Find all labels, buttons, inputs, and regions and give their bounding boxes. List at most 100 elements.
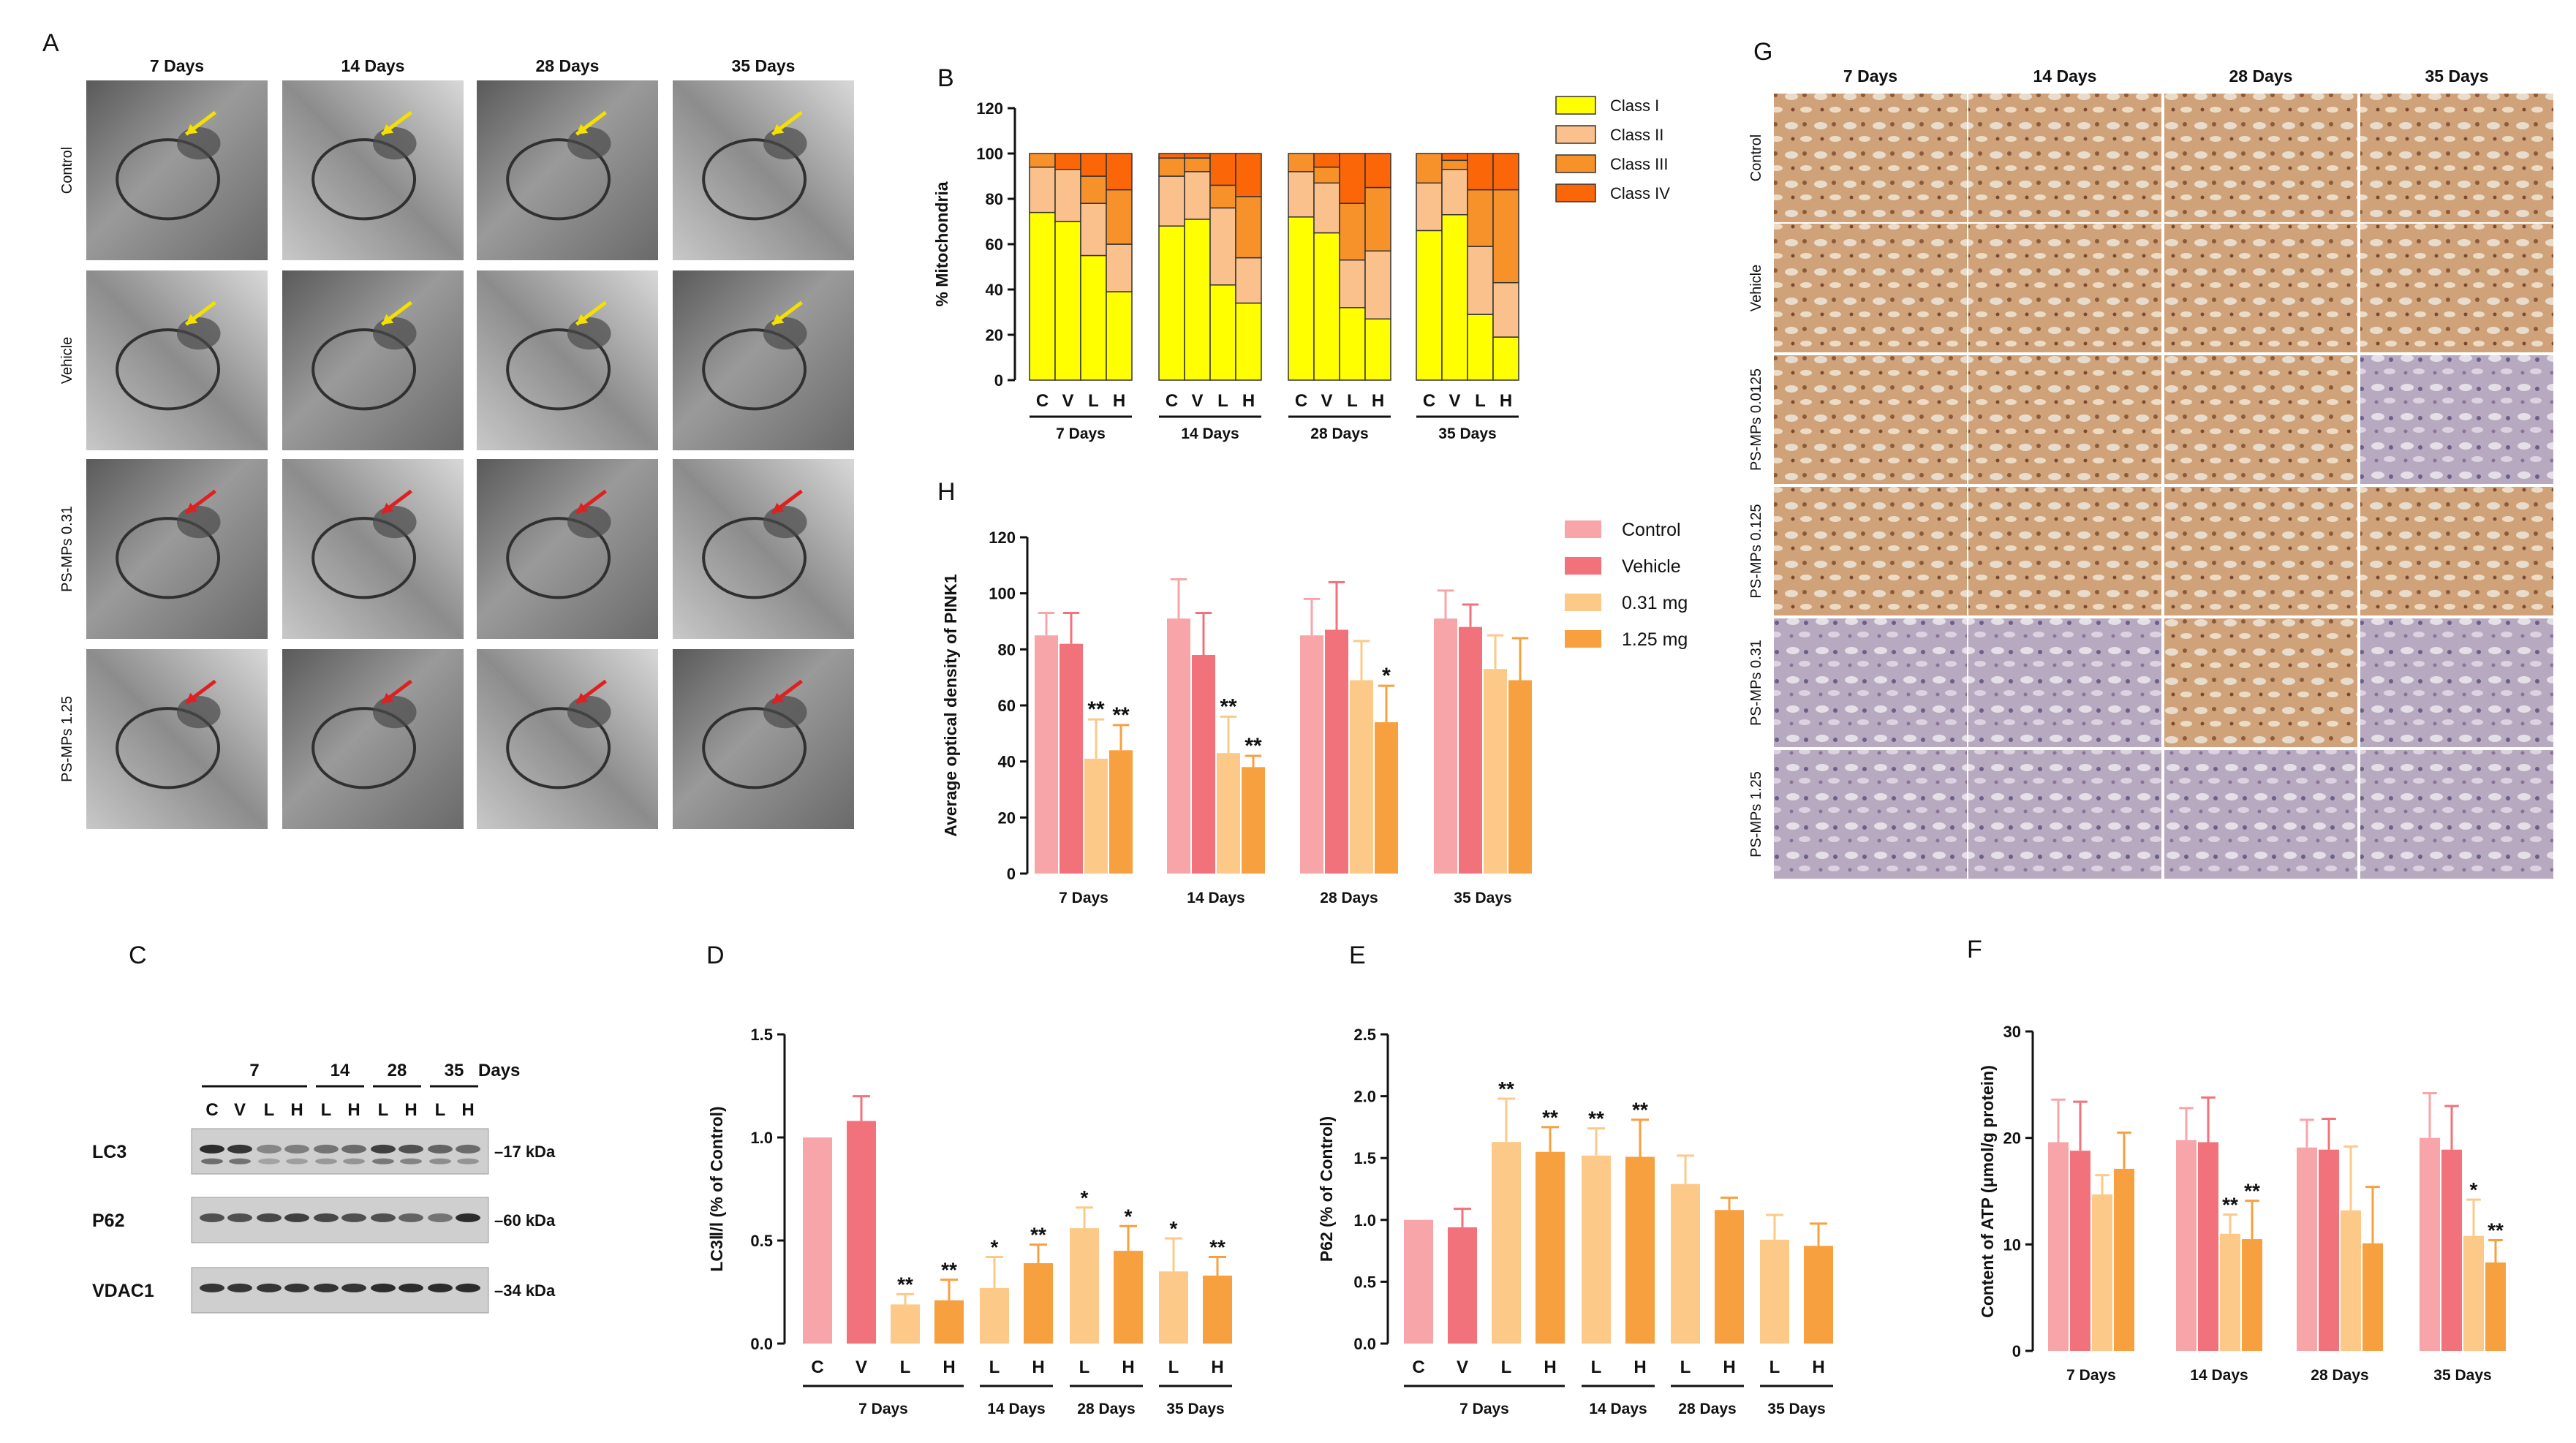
ihc-row-header: PS-MPs 0.125 bbox=[1748, 504, 1764, 599]
blot-band bbox=[429, 1158, 451, 1164]
blot-kda-marker: –17 kDa bbox=[494, 1143, 556, 1161]
blot-lane-label: H bbox=[290, 1100, 303, 1120]
tem-image bbox=[86, 459, 268, 639]
x-tick-label: 7 Days bbox=[1059, 890, 1108, 906]
blot-lane-label: C bbox=[205, 1100, 218, 1120]
tem-cell-outline bbox=[116, 517, 221, 599]
tem-organelle bbox=[763, 695, 807, 729]
blot-band bbox=[314, 1283, 339, 1292]
stacked-bar-segment bbox=[1364, 250, 1391, 320]
tem-cell-outline bbox=[702, 138, 807, 221]
stacked-bar-segment bbox=[1029, 153, 1056, 168]
blot-band bbox=[284, 1144, 309, 1154]
y-tick-label: 120 bbox=[989, 529, 1016, 547]
stacked-bar-segment bbox=[1235, 196, 1262, 259]
legend-label: 1.25 mg bbox=[1622, 629, 1688, 650]
bar bbox=[1375, 722, 1398, 874]
stacked-bar-segment bbox=[1184, 219, 1211, 381]
bar bbox=[1671, 1183, 1700, 1344]
tem-image-bg bbox=[86, 649, 268, 829]
blot-band bbox=[371, 1213, 396, 1222]
ihc-image bbox=[2360, 750, 2553, 879]
blot-band bbox=[258, 1158, 280, 1164]
tem-cell-outline bbox=[311, 707, 417, 789]
legend-label: Class IV bbox=[1610, 184, 1670, 202]
bar bbox=[2176, 1140, 2197, 1351]
stacked-bar-segment bbox=[1339, 153, 1366, 204]
significance-star: ** bbox=[1220, 694, 1237, 719]
tem-organelle bbox=[567, 317, 611, 350]
y-tick-label: 40 bbox=[998, 753, 1016, 771]
legend-swatch bbox=[1555, 96, 1596, 115]
ihc-image bbox=[1968, 94, 2161, 222]
tem-image bbox=[673, 80, 854, 260]
tem-organelle bbox=[373, 126, 417, 160]
significance-star: * bbox=[2470, 1178, 2478, 1201]
tem-image bbox=[282, 649, 464, 829]
tem-image bbox=[477, 649, 658, 829]
group-label: 35 Days bbox=[1438, 425, 1496, 442]
blot-kda-marker: –34 kDa bbox=[494, 1281, 556, 1300]
bar bbox=[1192, 655, 1215, 874]
x-tick-label: V bbox=[1448, 391, 1460, 411]
tem-image-grid: 7 Days 14 Days 28 Days 35 Days Control Vehicl… bbox=[59, 56, 854, 829]
bar bbox=[2362, 1243, 2383, 1351]
y-tick-label: 2.0 bbox=[1353, 1088, 1376, 1106]
x-tick-label: C bbox=[1036, 391, 1049, 411]
tem-image-bg bbox=[282, 459, 464, 639]
tem-row-header: Control bbox=[59, 147, 75, 194]
y-tick-label: 20 bbox=[2003, 1129, 2021, 1148]
tem-cell-outline bbox=[311, 138, 417, 221]
group-label: 28 Days bbox=[1310, 425, 1368, 442]
arrow-head-icon bbox=[576, 692, 589, 703]
blot-lane-label: L bbox=[378, 1100, 389, 1120]
stacked-bar-segment bbox=[1339, 202, 1366, 261]
bar bbox=[980, 1287, 1009, 1344]
blot-band bbox=[341, 1213, 366, 1222]
bar bbox=[1159, 1271, 1188, 1344]
bar bbox=[934, 1300, 964, 1344]
tem-organelle bbox=[373, 317, 417, 350]
bar bbox=[1508, 680, 1532, 874]
legend-label: Class III bbox=[1610, 155, 1668, 173]
blot-lane-label: H bbox=[404, 1100, 417, 1120]
x-tick-label: H bbox=[1122, 1357, 1134, 1377]
legend-label: 0.31 mg bbox=[1622, 593, 1688, 613]
group-label: 14 Days bbox=[1589, 1401, 1647, 1417]
tem-image bbox=[477, 270, 658, 450]
tem-image bbox=[673, 270, 854, 450]
tem-organelle bbox=[567, 126, 611, 160]
blot-band bbox=[229, 1158, 251, 1164]
legend-label: Class I bbox=[1610, 96, 1659, 115]
legend-label: Vehicle bbox=[1622, 556, 1681, 577]
stacked-bar-segment bbox=[1441, 213, 1468, 381]
stacked-bar-segment bbox=[1492, 281, 1519, 338]
stacked-bar-segment bbox=[1106, 243, 1133, 292]
bar bbox=[1024, 1263, 1053, 1344]
x-tick-label: L bbox=[1079, 1357, 1090, 1377]
legend-swatch bbox=[1555, 125, 1596, 144]
tem-cell-outline bbox=[702, 517, 807, 599]
blot-lane-label: V bbox=[234, 1100, 246, 1120]
tem-image-bg bbox=[477, 459, 658, 639]
stacked-bar-segment bbox=[1364, 186, 1391, 252]
stacked-bar-segment bbox=[1054, 221, 1081, 381]
arrow-head-icon bbox=[576, 124, 589, 135]
tem-image bbox=[86, 270, 268, 450]
stacked-bar-segment bbox=[1467, 314, 1494, 381]
arrow-head-icon bbox=[772, 502, 785, 513]
stacked-bar-segment bbox=[1054, 153, 1081, 170]
stacked-bar-segment bbox=[1029, 211, 1056, 381]
y-tick-label: 60 bbox=[998, 697, 1016, 715]
blot-band bbox=[456, 1213, 480, 1222]
panel-f-letter: F bbox=[1967, 936, 1982, 963]
y-axis-title: % Mitochondria bbox=[932, 181, 951, 306]
x-tick-label: H bbox=[1633, 1357, 1646, 1377]
tem-image bbox=[673, 459, 854, 639]
significance-star: ** bbox=[1030, 1224, 1046, 1246]
chart-f-atp: 0 10 20 30 7 Days ** ** 14 Days 28 Days * 35 Days C… bbox=[1978, 1023, 2506, 1384]
stacked-bar-segment bbox=[1106, 153, 1133, 191]
tem-image-bg bbox=[282, 80, 464, 260]
tem-cell-outline bbox=[116, 328, 221, 411]
stacked-bar-segment bbox=[1288, 171, 1315, 218]
